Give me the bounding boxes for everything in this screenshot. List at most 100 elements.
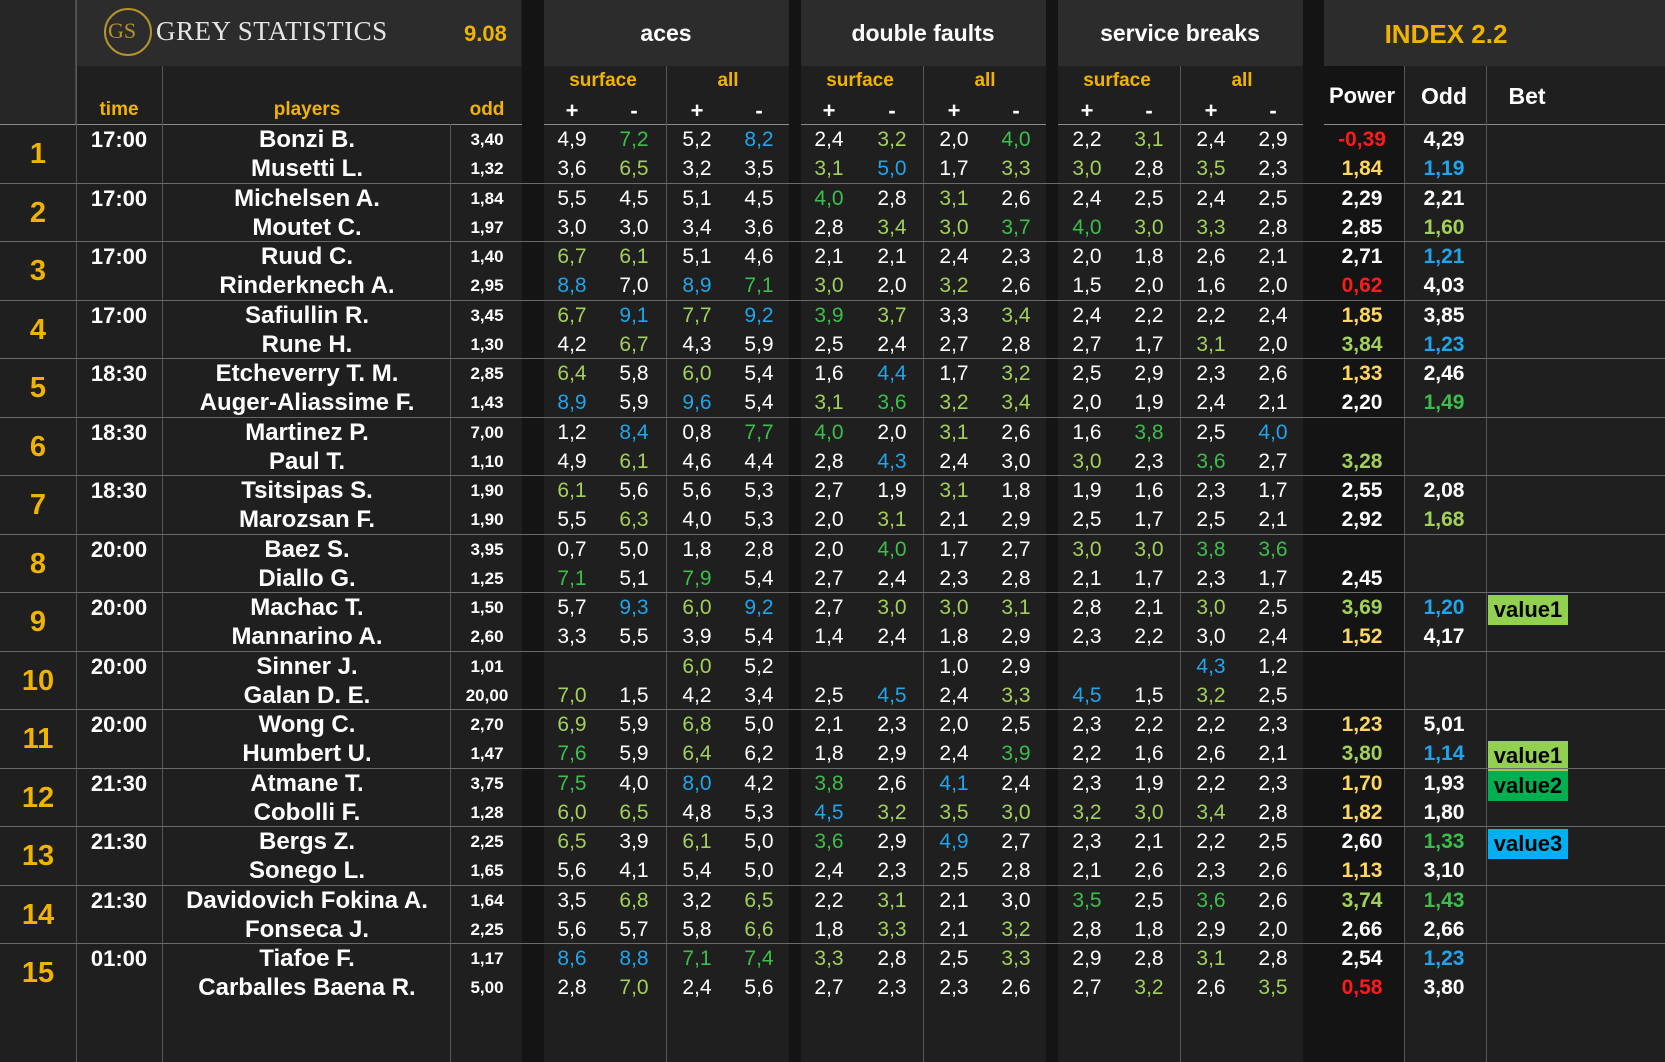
- df-all-minus-value: 2,6: [1001, 187, 1031, 210]
- df-surface-minus-value: 2,6: [877, 772, 907, 795]
- aces-all-plus-value: 3,2: [682, 157, 712, 180]
- sb-all-plus-value: 3,8: [1196, 538, 1226, 561]
- power-value: 3,74: [1341, 889, 1383, 912]
- match-time: 21:30: [90, 888, 148, 913]
- aces-surface-minus-value: 9,1: [619, 304, 649, 327]
- df-surface-plus-value: 1,4: [814, 625, 844, 648]
- index-odd-value: 4,03: [1423, 274, 1465, 297]
- player-odd: 1,90: [470, 510, 504, 529]
- df-all-header: all: [974, 70, 996, 91]
- df-all-plus-value: 2,0: [939, 128, 969, 151]
- df-surface-plus-value: 1,6: [814, 362, 844, 385]
- df-surface-plus-value: 3,3: [814, 947, 844, 970]
- bet-badge[interactable]: value1: [1488, 741, 1568, 771]
- df-surface-plus-value: 2,5: [814, 333, 844, 356]
- player-odd: 2,60: [470, 627, 504, 646]
- sb-all-minus-value: 2,4: [1258, 304, 1288, 327]
- bet-badge[interactable]: value3: [1488, 829, 1568, 859]
- player-name: Bonzi B.: [259, 126, 355, 153]
- aces-surface-minus-value: 7,0: [619, 274, 649, 297]
- player-name: Moutet C.: [252, 214, 362, 241]
- index-odd-value: 1,21: [1423, 245, 1465, 268]
- power-value: 2,55: [1341, 479, 1383, 502]
- df-all-plus-value: 3,1: [939, 479, 969, 502]
- sb-all-header: all: [1231, 70, 1253, 91]
- sb-surface-plus-value: 2,3: [1072, 772, 1102, 795]
- df-all-plus-value: 1,8: [939, 625, 969, 648]
- aces-surface-minus-value: 4,5: [619, 187, 649, 210]
- df-all-plus-value: 2,5: [939, 859, 969, 882]
- df-all-plus-value: 3,5: [939, 801, 969, 824]
- sb-surface-minus-value: 1,9: [1134, 772, 1164, 795]
- index-odd-value: 1,20: [1423, 596, 1465, 619]
- df-all-minus-value: 3,0: [1001, 889, 1031, 912]
- df-all-minus-value: 2,6: [1001, 976, 1031, 999]
- aces-surface-plus-value: 8,6: [557, 947, 587, 970]
- sb-all-plus-value: 4,3: [1196, 655, 1226, 678]
- match-time: 18:30: [90, 361, 148, 386]
- sb-surface-plus-value: 3,2: [1072, 801, 1102, 824]
- aces-all-minus-value: 5,9: [744, 333, 774, 356]
- aces-surface-minus-value: 5,7: [619, 918, 649, 941]
- aces-surface-plus-value: 6,5: [557, 830, 587, 853]
- player-name: Atmane T.: [250, 770, 364, 797]
- aces-all-minus-value: 5,4: [744, 391, 774, 414]
- aces-header-bg: [544, 0, 789, 66]
- aces-surface-plus-value: 6,1: [557, 479, 587, 502]
- df-all-minus-value: 2,8: [1001, 567, 1031, 590]
- sb-surface-minus-value: 1,7: [1134, 508, 1164, 531]
- match-time: 18:30: [90, 420, 148, 445]
- aces-surface-plus-value: 6,9: [557, 713, 587, 736]
- match-time: 17:00: [90, 244, 148, 269]
- aces-surface-minus-value: 5,9: [619, 713, 649, 736]
- player-odd: 3,45: [470, 306, 504, 325]
- sb-surface-minus-value: 3,2: [1134, 976, 1164, 999]
- sb-surface-plus-value: 4,5: [1072, 684, 1102, 707]
- sb-all-minus-value: 2,1: [1258, 742, 1288, 765]
- power-value: 1,13: [1341, 859, 1383, 882]
- sb-surface-minus-value: 2,5: [1134, 187, 1164, 210]
- sb-all-plus-value: 2,2: [1196, 713, 1226, 736]
- power-value: 1,52: [1341, 625, 1383, 648]
- match-time: 17:00: [90, 127, 148, 152]
- index-header-bg: [1324, 0, 1665, 66]
- df-all-minus-value: 2,7: [1001, 830, 1031, 853]
- double-faults-title: double faults: [851, 20, 995, 46]
- df-surface-plus-value: 4,0: [814, 421, 844, 444]
- aces-all-minus-value: 4,4: [744, 450, 774, 473]
- aces-all-plus-value: 6,0: [682, 655, 712, 678]
- sb-all-minus-value: 3,5: [1258, 976, 1288, 999]
- aces-all-minus-value: 4,5: [744, 187, 774, 210]
- df-all-minus-value: 3,3: [1001, 157, 1031, 180]
- power-value: 2,66: [1341, 918, 1383, 941]
- col-divider: [1486, 66, 1487, 1062]
- power-value: 2,20: [1341, 391, 1383, 414]
- df-all-minus-value: 2,8: [1001, 859, 1031, 882]
- index-odd-value: 1,49: [1423, 391, 1465, 414]
- index-odd-value: 2,46: [1423, 362, 1465, 385]
- df-all-minus-value: 3,9: [1001, 742, 1031, 765]
- df-all-plus-value: 3,3: [939, 304, 969, 327]
- aces-all-plus-value: 4,0: [682, 508, 712, 531]
- sb-all-plus-value: 3,6: [1196, 889, 1226, 912]
- df-surface-plus-value: 2,1: [814, 713, 844, 736]
- power-value: 2,54: [1341, 947, 1383, 970]
- aces-all-minus-value: 5,4: [744, 362, 774, 385]
- player-odd: 20,00: [465, 686, 509, 705]
- sb-surface-minus-sign: -: [1145, 98, 1153, 123]
- sb-surface-minus-value: 2,2: [1134, 713, 1164, 736]
- df-all-plus-value: 3,1: [939, 187, 969, 210]
- sb-all-plus-value: 3,2: [1196, 684, 1226, 707]
- df-all-minus-value: 2,8: [1001, 333, 1031, 356]
- index-odd-value: 2,66: [1423, 918, 1465, 941]
- bet-badge[interactable]: value2: [1488, 771, 1568, 801]
- df-surface-plus-value: 2,7: [814, 567, 844, 590]
- player-odd: 7,00: [470, 423, 504, 442]
- bet-badge[interactable]: value1: [1488, 595, 1568, 625]
- aces-all-plus-value: 5,1: [682, 245, 712, 268]
- sb-surface-plus-value: 2,7: [1072, 976, 1102, 999]
- sb-surface-plus-value: 1,5: [1072, 274, 1102, 297]
- player-odd: 1,32: [470, 159, 504, 178]
- sb-surface-plus-value: 2,2: [1072, 128, 1102, 151]
- df-all-minus-value: 2,3: [1001, 245, 1031, 268]
